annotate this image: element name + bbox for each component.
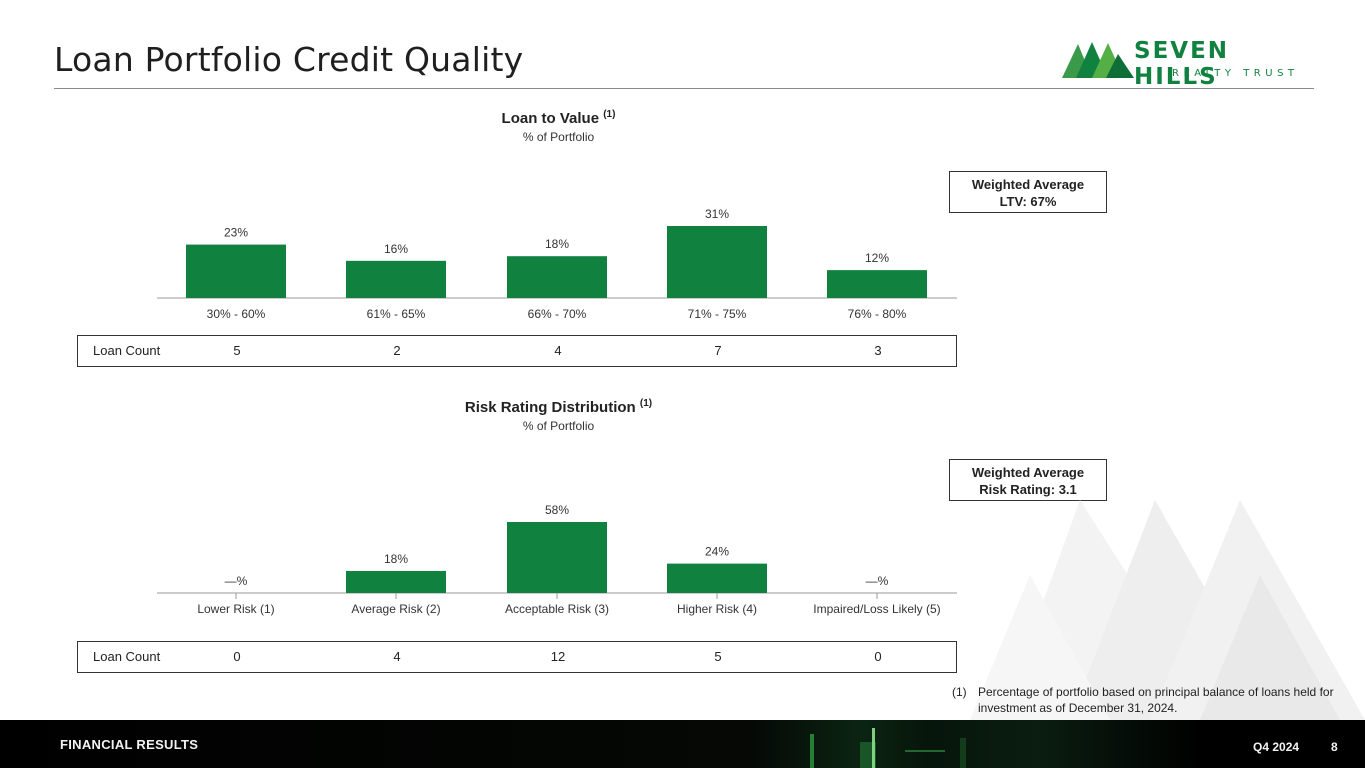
ltv-category-label: 66% - 70% [528,307,587,321]
footnote-number: (1) [952,685,967,699]
risk-footnote-ref: (1) [639,398,653,409]
title-divider [54,88,1314,89]
risk-loan-count-value: 0 [874,649,882,664]
risk-chart-title: Risk Rating Distribution (1) [0,398,1117,416]
ltv-bar [346,260,446,298]
ltv-bar [827,270,927,298]
ltv-loan-count-label: Loan Count [93,343,161,358]
risk-category-label: Average Risk (2) [351,602,440,616]
risk-category-label: Higher Risk (4) [677,602,757,616]
ltv-data-label: 12% [865,251,889,265]
ltv-loan-count-value: 7 [714,343,722,358]
company-logo: SEVEN HILLS REALTY TRUST [1062,38,1322,90]
footer-bar: FINANCIAL RESULTS Q4 2024 8 [0,720,1365,768]
risk-weighted-average-box: Weighted Average Risk Rating: 3.1 [949,459,1107,501]
footnote: (1) Percentage of portfolio based on pri… [952,684,1342,716]
risk-category-label: Acceptable Risk (3) [505,602,609,616]
risk-loan-count-value: 5 [714,649,722,664]
risk-data-label: —% [866,574,889,588]
risk-bar-chart: —% Lower Risk (1) 18% Average Risk (2) 58% Ac… [157,503,957,616]
risk-loan-count-row: Loan Count 0 4 12 5 0 [77,641,957,673]
risk-loan-count-value: 12 [550,649,566,664]
footer-page-number: 8 [1331,740,1338,754]
footer-period: Q4 2024 [1253,740,1300,754]
risk-data-label: —% [225,574,248,588]
risk-bar [507,522,607,593]
ltv-category-label: 76% - 80% [848,307,907,321]
logo-name: SEVEN HILLS [1134,38,1230,90]
logo-subtitle: REALTY TRUST [1172,68,1299,79]
ltv-weighted-average-box: Weighted Average LTV: 67% [949,171,1107,213]
risk-loan-count-value: 4 [393,649,401,664]
ltv-loan-count-value: 2 [393,343,401,358]
page-title: Loan Portfolio Credit Quality [54,40,524,79]
ltv-chart-title: Loan to Value (1) [0,109,1117,127]
ltv-bar [667,226,767,298]
mountains-icon [1062,42,1134,78]
risk-weighted-line2: Risk Rating: 3.1 [979,482,1077,497]
ltv-category-label: 30% - 60% [207,307,266,321]
ltv-weighted-line2: LTV: 67% [999,194,1057,209]
ltv-bar-chart: 23% 30% - 60% 16% 61% - 65% 18% 66% - 70% 31% 7… [157,207,957,321]
risk-category-label: Impaired/Loss Likely (5) [813,602,940,616]
ltv-bar [507,256,607,298]
ltv-category-label: 61% - 65% [367,307,426,321]
risk-loan-count-value: 0 [233,649,241,664]
ltv-weighted-line1: Weighted Average [971,177,1085,192]
risk-title-text: Risk Rating Distribution [464,399,636,416]
ltv-chart-subtitle: % of Portfolio [522,130,595,144]
ltv-loan-count-value: 3 [874,343,882,358]
decorative-mountains [970,500,1365,720]
ltv-loan-count-value: 4 [554,343,562,358]
ltv-category-label: 71% - 75% [688,307,747,321]
risk-weighted-line1: Weighted Average [971,465,1085,480]
footer-decoration [810,728,966,768]
risk-data-label: 24% [705,545,729,559]
ltv-title-text: Loan to Value [501,110,600,127]
footnote-text: Percentage of portfolio based on princip… [978,685,1334,715]
ltv-data-label: 31% [705,207,729,221]
ltv-data-label: 16% [384,242,408,256]
ltv-loan-count-value: 5 [233,343,241,358]
ltv-footnote-ref: (1) [603,109,616,120]
risk-bar [667,563,767,593]
risk-data-label: 58% [545,503,569,517]
risk-loan-count-label: Loan Count [93,649,161,664]
ltv-data-label: 23% [224,226,248,240]
ltv-loan-count-row: Loan Count 5 2 4 7 3 [77,335,957,367]
risk-data-label: 18% [384,552,408,566]
ltv-bar [186,244,286,298]
risk-bar [346,570,446,593]
footer-section-label: FINANCIAL RESULTS [60,737,199,752]
ltv-data-label: 18% [545,237,569,251]
risk-category-label: Lower Risk (1) [197,602,274,616]
risk-chart-subtitle: % of Portfolio [522,419,595,433]
